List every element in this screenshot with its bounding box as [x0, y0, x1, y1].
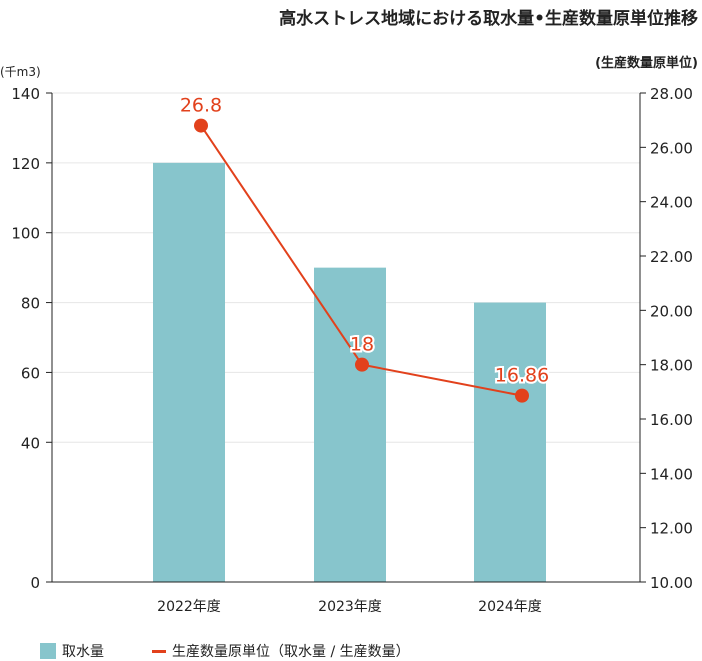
left-tick-label: 100 [11, 225, 40, 243]
data-label: 26.8 [180, 95, 222, 117]
right-tick-label: 10.00 [650, 574, 693, 592]
legend-line-swatch [152, 649, 166, 653]
left-tick-label: 120 [11, 155, 40, 173]
right-tick-label: 20.00 [650, 302, 693, 320]
data-label: 16.86 [495, 365, 549, 387]
legend-bar-label: 取水量 [62, 644, 104, 660]
right-tick-label: 24.00 [650, 194, 693, 212]
line-point [355, 357, 369, 372]
left-tick-label: 60 [21, 364, 40, 382]
line-series: 26.8 18 16.86 [178, 93, 551, 403]
chart-title: 高水ストレス地域における取水量•生産数量原単位推移 [279, 9, 698, 29]
line-point [515, 388, 529, 403]
legend-line-label: 生産数量原単位（取水量 / 生産数量） [172, 644, 410, 660]
right-tick-label: 26.00 [650, 139, 693, 157]
right-tick-label: 28.00 [650, 85, 693, 103]
tick-labels: 0 40 60 80 100 120 140 10.00 12.00 14.00 16.00 18.0… [11, 85, 693, 615]
right-tick-label: 22.00 [650, 248, 693, 266]
left-tick-label: 80 [21, 295, 40, 313]
bar [314, 267, 386, 582]
data-label: 18 [350, 334, 374, 356]
left-tick-label: 140 [11, 85, 40, 103]
right-tick-label: 16.00 [650, 411, 693, 429]
left-tick-label: 40 [21, 434, 40, 452]
x-tick-label: 2022年度 [157, 599, 221, 615]
x-tick-label: 2024年度 [478, 599, 542, 615]
left-tick-label: 0 [30, 574, 40, 592]
right-tick-label: 12.00 [650, 520, 693, 538]
bar [153, 162, 225, 582]
legend: 取水量 生産数量原単位（取水量 / 生産数量） [40, 641, 410, 661]
left-axis-unit: (千m3) [0, 65, 41, 79]
line-point [194, 118, 208, 133]
bar-series [153, 162, 546, 582]
bar [474, 302, 546, 582]
axes [46, 92, 646, 583]
right-tick-label: 18.00 [650, 357, 693, 375]
chart-plot: 26.8 18 16.86 0 40 60 80 100 120 140 10.00 12.00 14… [11, 85, 693, 615]
legend-bar-swatch [40, 643, 56, 659]
right-axis-unit: (生産数量原単位) [595, 56, 698, 71]
right-tick-label: 14.00 [650, 465, 693, 483]
x-tick-label: 2023年度 [318, 599, 382, 615]
